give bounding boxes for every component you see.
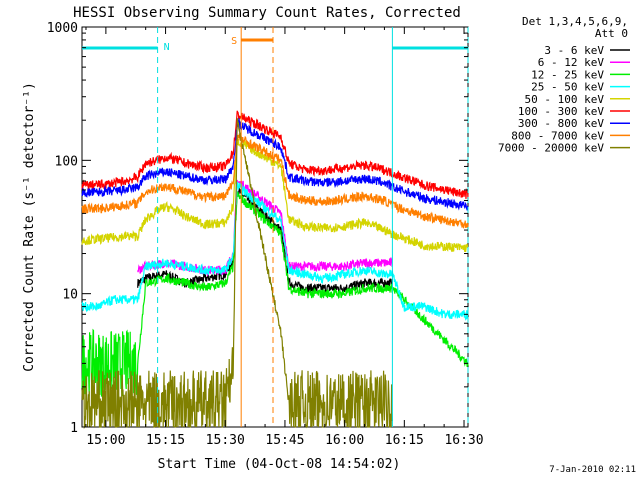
series-line-4-seg-1 xyxy=(81,181,469,321)
timestamp: 7-Jan-2010 02:11 xyxy=(549,465,636,475)
x-tick-label-2: 15:15 xyxy=(146,433,185,448)
series-line-6-seg-1 xyxy=(81,110,469,200)
series-line-8-seg-1 xyxy=(81,133,469,229)
legend-label-7: 300 - 800 keV xyxy=(518,117,604,130)
x-axis-label: Start Time (04-Oct-08 14:54:02) xyxy=(158,457,401,472)
x-tick-label-5: 16:00 xyxy=(325,433,364,448)
x-tick-label-7: 16:30 xyxy=(444,433,483,448)
legend-label-3: 12 - 25 keV xyxy=(531,68,604,81)
axes-layer: 15:00 15:15 15:30 15:45 16:00 16:15 16:30 1 10 10… xyxy=(47,21,484,448)
flag-layer: NS xyxy=(82,36,468,53)
y-tick-label-4: 1000 xyxy=(47,21,78,36)
y-tick-label-3: 100 xyxy=(55,154,78,169)
legend-header-line-2: Att 0 xyxy=(595,27,628,40)
y-tick-label-1: 1 xyxy=(70,421,78,436)
legend-label-6: 100 - 300 keV xyxy=(518,105,604,118)
legend-label-1: 3 - 6 keV xyxy=(544,44,604,57)
series-line-1-seg-1 xyxy=(137,187,393,295)
x-tick-label-3: 15:30 xyxy=(206,433,245,448)
legend-label-4: 25 - 50 keV xyxy=(531,81,604,94)
y-tick-label-2: 10 xyxy=(62,288,78,303)
series-line-9-seg-1 xyxy=(81,118,393,430)
y-axis-label: Corrected Count Rate (s⁻¹ detector⁻¹) xyxy=(22,82,37,372)
legend-label-5: 50 - 100 keV xyxy=(525,93,605,106)
x-tick-label-6: 16:15 xyxy=(385,433,424,448)
flag-label-S: S xyxy=(231,36,237,47)
marker-layer xyxy=(157,27,469,427)
legend-label-9: 7000 - 20000 keV xyxy=(498,142,604,155)
chart-title: HESSI Observing Summary Count Rates, Cor… xyxy=(73,5,461,21)
flag-label-N: N xyxy=(164,42,170,53)
x-tick-label-4: 15:45 xyxy=(265,433,304,448)
x-tick-label-1: 15:00 xyxy=(86,433,125,448)
series-layer xyxy=(81,110,469,430)
series-line-7-seg-1 xyxy=(81,117,469,211)
legend-label-2: 6 - 12 keV xyxy=(538,56,605,69)
legend-header-line-1: Det 1,3,4,5,6,9, xyxy=(522,15,628,28)
series-line-3-seg-1 xyxy=(81,191,469,397)
legend-label-8: 800 - 7000 keV xyxy=(511,129,604,142)
series-line-5-seg-1 xyxy=(81,138,469,253)
